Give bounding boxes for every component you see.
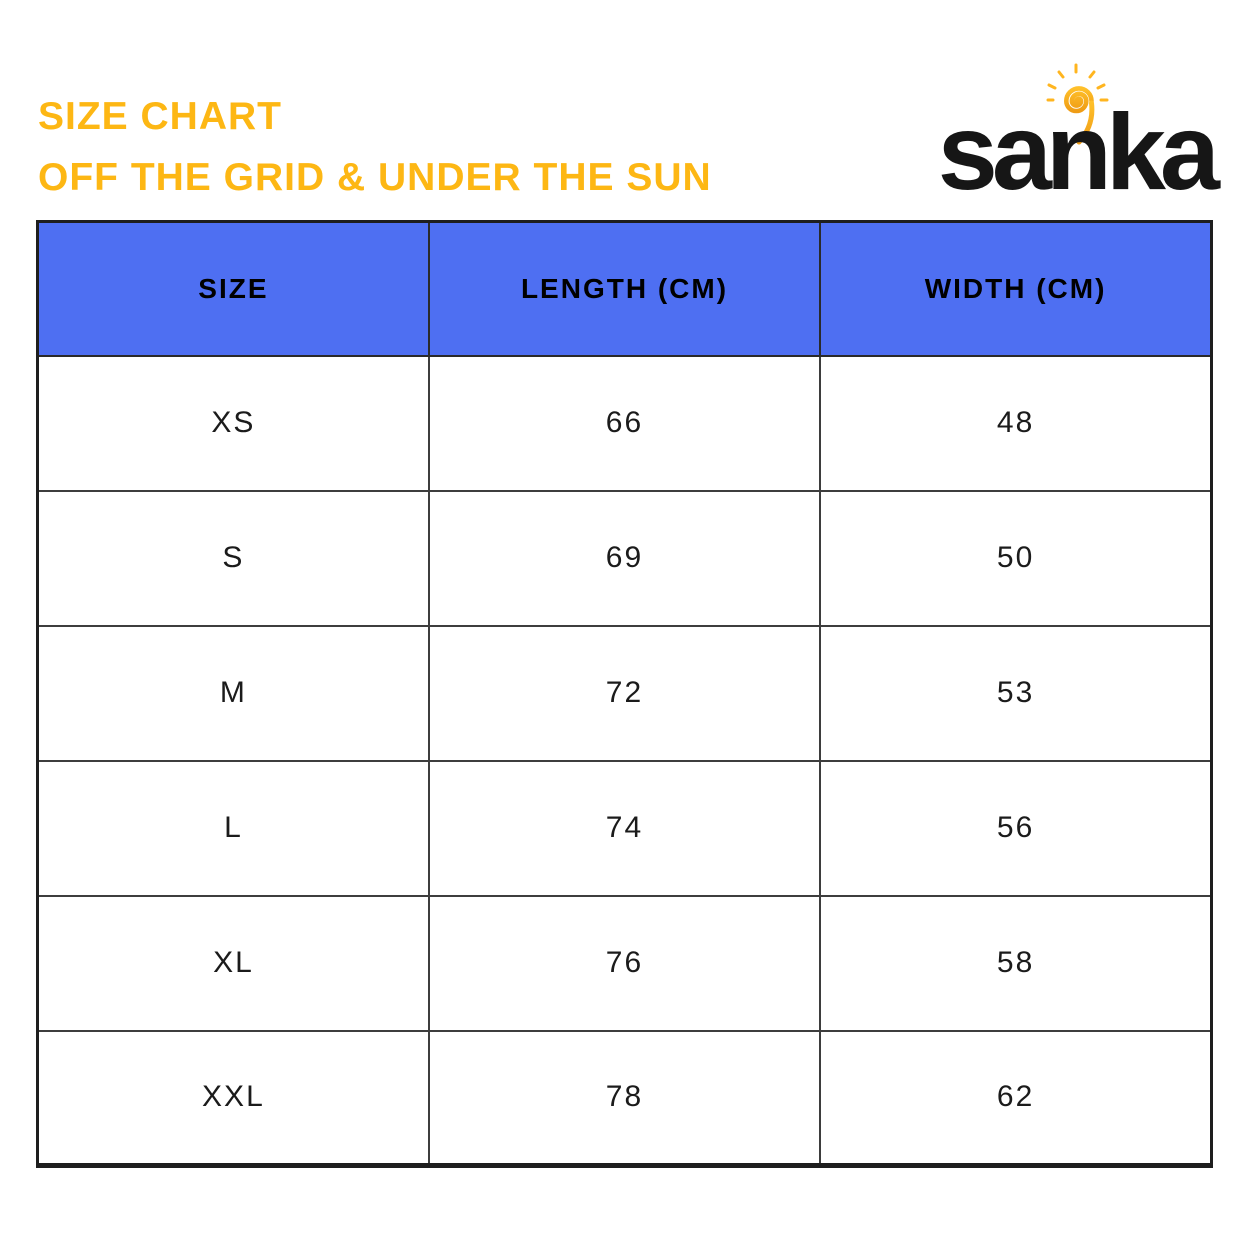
table-row-xl: XL 76 58 (36, 894, 1213, 1032)
table-row-m: M 72 53 (36, 624, 1213, 762)
width-cell: 62 (819, 1029, 1213, 1167)
column-header-width: WIDTH (CM) (819, 220, 1213, 357)
length-cell: 72 (427, 624, 822, 762)
table-row-s: S 69 50 (36, 489, 1213, 627)
size-cell: XXL (36, 1029, 430, 1167)
length-cell: 74 (427, 759, 822, 897)
size-cell: L (36, 759, 430, 897)
brand-logo-text: sanka (937, 91, 1220, 212)
width-cell: 56 (819, 759, 1213, 897)
size-cell: M (36, 624, 430, 762)
width-cell: 58 (819, 894, 1213, 1032)
length-cell: 78 (427, 1029, 822, 1167)
page-title-line1: SIZE CHART (38, 95, 282, 138)
size-table: SIZE LENGTH (CM) WIDTH (CM) XS 66 48 S 6… (36, 220, 1213, 1168)
header-row: SIZE LENGTH (CM) WIDTH (CM) (36, 220, 1213, 357)
table-row-xxl: XXL 78 62 (36, 1029, 1213, 1167)
width-cell: 48 (819, 354, 1213, 492)
sun-swirl-icon (1046, 63, 1109, 145)
size-cell: XL (36, 894, 430, 1032)
size-cell: S (36, 489, 430, 627)
size-cell: XS (36, 354, 430, 492)
width-cell: 53 (819, 624, 1213, 762)
column-header-length: LENGTH (CM) (427, 220, 822, 357)
width-cell: 50 (819, 489, 1213, 627)
page-title: SIZE CHART OFF THE GRID & UNDER THE SUN (38, 86, 712, 208)
column-header-size: SIZE (36, 220, 430, 357)
page-title-line2: OFF THE GRID & UNDER THE SUN (38, 156, 712, 199)
size-table-header: SIZE LENGTH (CM) WIDTH (CM) (36, 220, 1213, 357)
table-row-l: L 74 56 (36, 759, 1213, 897)
brand-logo: sanka (921, 56, 1220, 206)
size-table-body: XS 66 48 S 69 50 M 72 53 L 74 56 XL 76 (36, 354, 1213, 1167)
length-cell: 76 (427, 894, 822, 1032)
length-cell: 69 (427, 489, 822, 627)
length-cell: 66 (427, 354, 822, 492)
table-row-xs: XS 66 48 (36, 354, 1213, 492)
